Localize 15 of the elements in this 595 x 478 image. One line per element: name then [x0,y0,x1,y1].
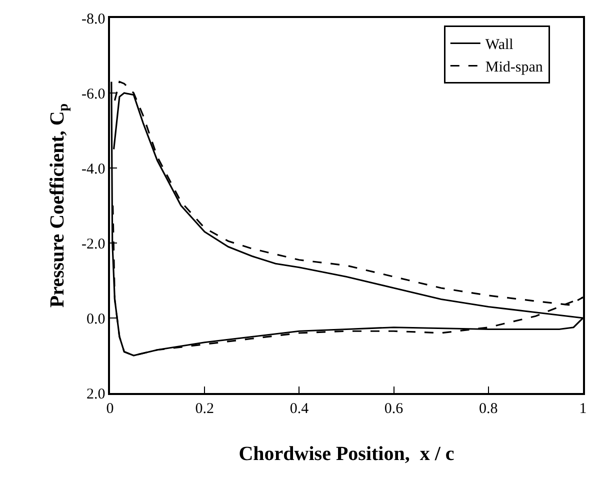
legend-label: Mid-span [485,60,544,76]
y-tick-label: -2.0 [82,236,106,252]
y-tick-label: -6.0 [82,86,106,102]
x-tick-label: 0.2 [195,400,214,417]
x-tick-label: 0.8 [479,400,498,417]
y-tick-label: 0.0 [86,311,106,328]
y-tick-label: 2.0 [86,386,106,402]
x-tick-label: 0 [106,400,114,417]
y-tick-label: -4.0 [82,161,106,178]
x-tick-label: 0.6 [384,400,404,417]
y-tick-label: -8.0 [82,11,106,28]
x-tick-label: 1 [579,400,587,417]
x-axis-title: Chordwise Position, x / c [238,442,454,465]
legend-label: Wall [485,37,514,54]
x-tick-label: 0.4 [290,400,310,417]
